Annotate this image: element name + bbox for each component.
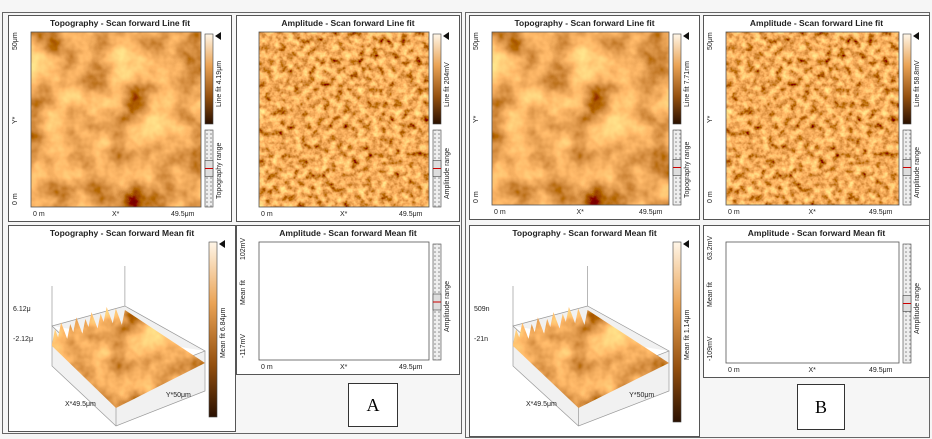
scan-image [726, 32, 899, 205]
colorbar [903, 34, 911, 124]
x-right-label: 49.5μm [399, 364, 423, 371]
panel-graphics [237, 16, 459, 221]
y-bottom-label: -117mV [240, 334, 247, 358]
y-mid-label: Mean fit [240, 280, 247, 305]
x-right-label: 49.5μm [399, 211, 423, 218]
y-top-label: 50μm [473, 32, 480, 50]
y-mid-label: Y* [707, 115, 714, 122]
x-right-label: 49.5μm [171, 211, 195, 218]
panel: Amplitude - Scan forward Mean fit Amplitu… [703, 225, 930, 378]
panel-graphics [237, 226, 459, 374]
x-right-label: 49.5μm [869, 209, 893, 216]
panel-title: Topography - Scan forward Line fit [9, 19, 231, 28]
y-mid-label: Mean fit [707, 282, 714, 307]
range-label: Amplitude range [914, 283, 921, 334]
image-frame [726, 242, 899, 363]
page: A B (() => { const data = JSON.parse(doc… [0, 0, 932, 439]
panel: Topography - Scan forward Line fit Line f… [8, 15, 232, 222]
range-label: Topography range [216, 142, 223, 198]
y-bottom-label: -109mV [707, 336, 714, 361]
scan-image [31, 32, 201, 207]
x-left-label: 0 m [33, 211, 45, 218]
panel: Amplitude - Scan forward Line fit Line fi… [236, 15, 460, 222]
colorbar-label: Mean fit 6.84μm [220, 307, 227, 357]
range-label: Topography range [684, 141, 691, 197]
colorbar [433, 34, 441, 124]
group-label: A [348, 383, 398, 427]
colorbar-marker [443, 32, 449, 40]
y-bottom-label: 0 m [707, 191, 714, 203]
z-top-label: 6.12μ [13, 306, 31, 313]
panel-graphics [704, 226, 929, 377]
colorbar [205, 34, 213, 124]
panel-title: Amplitude - Scan forward Mean fit [704, 229, 929, 238]
image-frame [259, 242, 429, 360]
panel: Amplitude - Scan forward Mean fit Amplitu… [236, 225, 460, 375]
colorbar-marker [683, 32, 689, 40]
panel-graphics [470, 16, 699, 219]
colorbar-marker [913, 32, 919, 40]
panel-title: Topography - Scan forward Mean fit [9, 229, 235, 238]
colorbar-label: Line fit 58.8mV [914, 60, 921, 107]
y-axis-label: Y*50μm [629, 392, 654, 399]
colorbar-label: Line fit 204mV [444, 62, 451, 107]
group-label: B [797, 384, 845, 430]
x-mid-label: X* [577, 209, 584, 216]
colorbar-marker [219, 240, 225, 248]
x-mid-label: X* [809, 209, 816, 216]
panel-title: Amplitude - Scan forward Line fit [237, 19, 459, 28]
y-bottom-label: 0 m [12, 193, 19, 205]
x-left-label: 0 m [728, 209, 740, 216]
x-mid-label: X* [112, 211, 119, 218]
panel-graphics [704, 16, 929, 219]
x-mid-label: X* [809, 367, 816, 374]
colorbar [673, 34, 681, 124]
panel-title: Amplitude - Scan forward Mean fit [237, 229, 459, 238]
x-left-label: 0 m [261, 364, 273, 371]
z-top-label: 509n [474, 306, 490, 313]
panel: Topography - Scan forward Line fit Line f… [469, 15, 700, 220]
panel: Topography - Scan forward Mean fit Mean f… [8, 225, 236, 432]
x-left-label: 0 m [494, 209, 506, 216]
panel-title: Topography - Scan forward Mean fit [470, 229, 699, 238]
colorbar [209, 242, 217, 417]
panel-title: Topography - Scan forward Line fit [470, 19, 699, 28]
z-bottom-label: -2.12μ [13, 336, 33, 343]
x-mid-label: X* [340, 364, 347, 371]
colorbar-marker [215, 32, 221, 40]
panel-graphics [9, 226, 235, 431]
scan-image [259, 32, 429, 207]
colorbar-label: Mean fit 1.14μm [684, 310, 691, 360]
x-mid-label: X* [340, 211, 347, 218]
colorbar-label: Line fit 7.71nm [684, 61, 691, 107]
y-bottom-label: 0 m [473, 191, 480, 203]
panel: Amplitude - Scan forward Line fit Line fi… [703, 15, 930, 220]
y-top-label: 50μm [12, 32, 19, 50]
range-label: Amplitude range [444, 148, 451, 199]
panel-graphics [470, 226, 699, 436]
range-label: Amplitude range [444, 281, 451, 332]
x-left-label: 0 m [261, 211, 273, 218]
y-axis-label: Y*50μm [166, 392, 191, 399]
panel: Topography - Scan forward Mean fit Mean f… [469, 225, 700, 437]
y-top-label: 50μm [707, 32, 714, 50]
y-mid-label: Y* [473, 115, 480, 122]
range-label: Amplitude range [914, 147, 921, 198]
colorbar-label: Line fit 4.19μm [216, 61, 223, 107]
panel-title: Amplitude - Scan forward Line fit [704, 19, 929, 28]
colorbar-marker [683, 240, 689, 248]
x-left-label: 0 m [728, 367, 740, 374]
x-right-label: 49.5μm [639, 209, 663, 216]
y-top-label: 102mV [240, 238, 247, 260]
scan-image [492, 32, 669, 205]
x-axis-label: X*49.5μm [65, 401, 96, 408]
y-top-label: 63.2mV [707, 236, 714, 260]
x-right-label: 49.5μm [869, 367, 893, 374]
x-axis-label: X*49.5μm [526, 401, 557, 408]
y-mid-label: Y* [12, 116, 19, 123]
z-bottom-label: -21n [474, 336, 488, 343]
panel-graphics [9, 16, 231, 221]
colorbar [673, 242, 681, 422]
